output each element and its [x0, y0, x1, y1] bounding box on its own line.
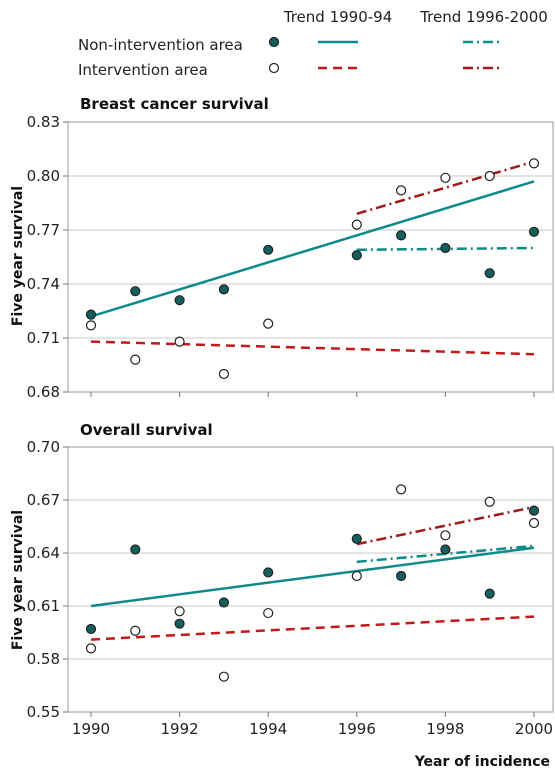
data-point-intervention — [174, 606, 185, 617]
data-point-non-intervention — [218, 284, 229, 295]
data-point-intervention — [351, 219, 362, 230]
y-tick-label: 0.67 — [27, 491, 60, 509]
data-point-intervention — [396, 185, 407, 196]
data-point-non-intervention — [263, 244, 274, 255]
data-point-non-intervention — [130, 286, 141, 297]
y-tick-label: 0.70 — [27, 438, 60, 456]
y-tick-label: 0.61 — [27, 597, 60, 615]
y-tick-label: 0.55 — [27, 703, 60, 721]
data-point-non-intervention — [484, 588, 495, 599]
data-point-intervention — [130, 354, 141, 365]
data-point-non-intervention — [396, 570, 407, 582]
y-tick-label: 0.71 — [27, 329, 60, 347]
data-point-intervention — [484, 170, 495, 182]
y-tick-label: 0.80 — [27, 167, 60, 185]
data-point-intervention — [85, 643, 97, 654]
data-point-intervention — [440, 172, 451, 183]
y-tick-label: 0.77 — [27, 221, 60, 239]
legend-label-non-intervention: Non-intervention area — [78, 36, 243, 54]
data-point-intervention — [263, 318, 274, 329]
x-tick-label: 1994 — [249, 720, 287, 738]
data-point-non-intervention — [528, 505, 540, 516]
data-point-intervention — [528, 158, 540, 169]
data-point-non-intervention — [130, 544, 141, 555]
data-point-non-intervention — [174, 295, 185, 306]
data-point-intervention — [528, 517, 540, 529]
data-point-non-intervention — [351, 533, 362, 544]
x-tick-label: 1992 — [161, 720, 199, 738]
y-axis-title-overall: Five year survival — [10, 510, 26, 650]
data-point-non-intervention — [174, 618, 185, 629]
legend-label-intervention: Intervention area — [78, 61, 208, 79]
legend-trend-header-1996-2000: Trend 1996-2000 — [419, 8, 548, 26]
panel-title-breast-cancer: Breast cancer survival — [80, 95, 269, 113]
y-tick-label: 0.83 — [27, 113, 60, 131]
legend: Trend 1990-94 Trend 1996-2000 Non-interv… — [78, 8, 548, 79]
trend-line-non-intervention-1990-94 — [90, 180, 535, 318]
y-tick-label: 0.58 — [27, 650, 60, 668]
data-point-non-intervention — [351, 250, 362, 261]
data-point-intervention — [351, 570, 362, 582]
x-tick-label: 2000 — [515, 720, 553, 738]
data-point-intervention — [396, 484, 407, 495]
data-point-intervention — [484, 496, 495, 507]
data-point-non-intervention — [218, 597, 229, 608]
data-point-intervention — [218, 368, 229, 380]
data-point-non-intervention — [263, 567, 274, 578]
data-point-non-intervention — [484, 268, 495, 279]
y-tick-label: 0.68 — [27, 383, 60, 401]
x-tick-label: 1996 — [338, 720, 376, 738]
data-point-intervention — [174, 336, 185, 347]
panel-title-overall: Overall survival — [80, 421, 213, 439]
y-tick-label: 0.64 — [27, 544, 60, 562]
panel-overall: 0.55 0.58 0.61 0.64 0.67 0.70 1990 1992 1994 1996… — [27, 438, 554, 738]
x-tick-label: 1990 — [72, 720, 110, 738]
data-point-intervention — [218, 671, 229, 682]
data-point-non-intervention — [528, 226, 540, 237]
x-axis-title: Year of incidence — [414, 754, 550, 770]
data-point-intervention — [85, 320, 97, 331]
legend-marker-non-intervention — [268, 36, 280, 48]
data-point-non-intervention — [440, 544, 451, 555]
data-point-non-intervention — [440, 242, 451, 254]
data-point-non-intervention — [85, 309, 97, 320]
data-point-intervention — [440, 530, 451, 541]
y-tick-label: 0.74 — [27, 275, 60, 293]
data-point-non-intervention — [85, 623, 97, 635]
data-point-intervention — [263, 607, 274, 619]
plot-area — [67, 446, 554, 713]
y-axis-title-breast-cancer: Five year survival — [10, 186, 26, 326]
legend-marker-intervention — [268, 62, 280, 74]
x-tick-label: 1998 — [426, 720, 464, 738]
plot-area — [67, 121, 554, 393]
data-point-intervention — [130, 625, 141, 636]
panel-breast-cancer: 0.68 0.71 0.74 0.77 0.80 0.83 — [27, 113, 554, 401]
trend-line-non-intervention-1990-94 — [90, 546, 535, 608]
legend-trend-header-1990-94: Trend 1990-94 — [283, 8, 393, 26]
data-point-non-intervention — [396, 230, 407, 241]
